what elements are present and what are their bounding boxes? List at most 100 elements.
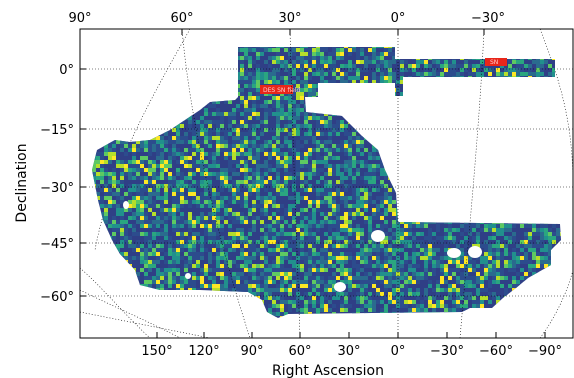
heatmap-cell (96, 47, 100, 48)
heatmap-cell (548, 252, 552, 256)
heatmap-cell (504, 124, 508, 128)
heatmap-cell (108, 236, 112, 240)
heatmap-cell (444, 172, 448, 176)
heatmap-cell (440, 96, 444, 100)
heatmap-cell (504, 96, 508, 100)
heatmap-cell (116, 208, 120, 212)
heatmap-cell (424, 272, 428, 276)
heatmap-cell (172, 156, 176, 160)
heatmap-cell (276, 68, 280, 72)
heatmap-cell (404, 88, 408, 92)
heatmap-cell (356, 96, 360, 100)
heatmap-cell (500, 80, 504, 84)
heatmap-cell (136, 216, 140, 220)
heatmap-cell (300, 60, 304, 64)
heatmap-cell (236, 172, 240, 176)
heatmap-cell (212, 128, 216, 132)
heatmap-cell (424, 172, 428, 176)
heatmap-cell (356, 104, 360, 108)
heatmap-cell (368, 152, 372, 156)
heatmap-cell (92, 47, 96, 48)
heatmap-cell (364, 172, 368, 176)
heatmap-cell (240, 228, 244, 232)
heatmap-cell (380, 56, 384, 60)
heatmap-cell (464, 228, 468, 232)
heatmap-cell (440, 144, 444, 148)
heatmap-cell (152, 68, 156, 72)
heatmap-cell (204, 76, 208, 80)
heatmap-cell (388, 168, 392, 172)
heatmap-cell (248, 232, 252, 236)
heatmap-cell (412, 248, 416, 252)
heatmap-cell (416, 120, 420, 124)
heatmap-cell (364, 92, 368, 96)
heatmap-cell (528, 56, 532, 60)
heatmap-cell (276, 208, 280, 212)
heatmap-cell (432, 68, 436, 72)
heatmap-cell (476, 56, 480, 60)
heatmap-cell (220, 268, 224, 272)
heatmap-cell (424, 84, 428, 88)
heatmap-cell (300, 68, 304, 72)
heatmap-cell (188, 248, 192, 252)
heatmap-cell (528, 100, 532, 104)
heatmap-cell (308, 76, 312, 80)
heatmap-cell (252, 200, 256, 204)
heatmap-cell (244, 192, 248, 196)
heatmap-cell (440, 268, 444, 272)
heatmap-cell (128, 48, 132, 52)
heatmap-cell (244, 140, 248, 144)
heatmap-cell (184, 80, 188, 84)
heatmap-cell (464, 140, 468, 144)
heatmap-cell (452, 80, 456, 84)
heatmap-cell (540, 280, 544, 284)
heatmap-cell (340, 216, 344, 220)
heatmap-cell (248, 144, 252, 148)
heatmap-cell (508, 96, 512, 100)
heatmap-cell (88, 104, 92, 108)
heatmap-cell (560, 160, 561, 164)
heatmap-cell (424, 220, 428, 224)
heatmap-cell (88, 196, 92, 200)
heatmap-cell (488, 48, 492, 52)
heatmap-cell (380, 196, 384, 200)
heatmap-cell (328, 244, 332, 248)
heatmap-cell (136, 144, 140, 148)
heatmap-cell (360, 260, 364, 264)
heatmap-cell (380, 276, 384, 280)
heatmap-cell (392, 248, 396, 252)
heatmap-cell (472, 204, 476, 208)
heatmap-cell (520, 260, 524, 264)
heatmap-cell (176, 116, 180, 120)
heatmap-cell (472, 240, 476, 244)
heatmap-cell (352, 76, 356, 80)
heatmap-cell (508, 132, 512, 136)
heatmap-cell (160, 232, 164, 236)
heatmap-cell (92, 244, 96, 248)
heatmap-cell (268, 140, 272, 144)
heatmap-cell (148, 160, 152, 164)
heatmap-cell (256, 184, 260, 188)
heatmap-cell (560, 136, 561, 140)
heatmap-cell (140, 148, 144, 152)
heatmap-cell (376, 120, 380, 124)
heatmap-cell (128, 68, 132, 72)
heatmap-cell (308, 124, 312, 128)
heatmap-cell (276, 220, 280, 224)
heatmap-cell (480, 204, 484, 208)
heatmap-cell (256, 240, 260, 244)
heatmap-cell (352, 244, 356, 248)
heatmap-cell (212, 228, 216, 232)
heatmap-cell (212, 280, 216, 284)
heatmap-cell (460, 48, 464, 52)
heatmap-cell (536, 256, 540, 260)
heatmap-cell (204, 180, 208, 184)
heatmap-cell (448, 47, 452, 48)
heatmap-cell (108, 172, 112, 176)
heatmap-cell (232, 248, 236, 252)
heatmap-cell (264, 72, 268, 76)
heatmap-cell (332, 76, 336, 80)
heatmap-cell (272, 236, 276, 240)
heatmap-cell (536, 116, 540, 120)
heatmap-cell (416, 224, 420, 228)
